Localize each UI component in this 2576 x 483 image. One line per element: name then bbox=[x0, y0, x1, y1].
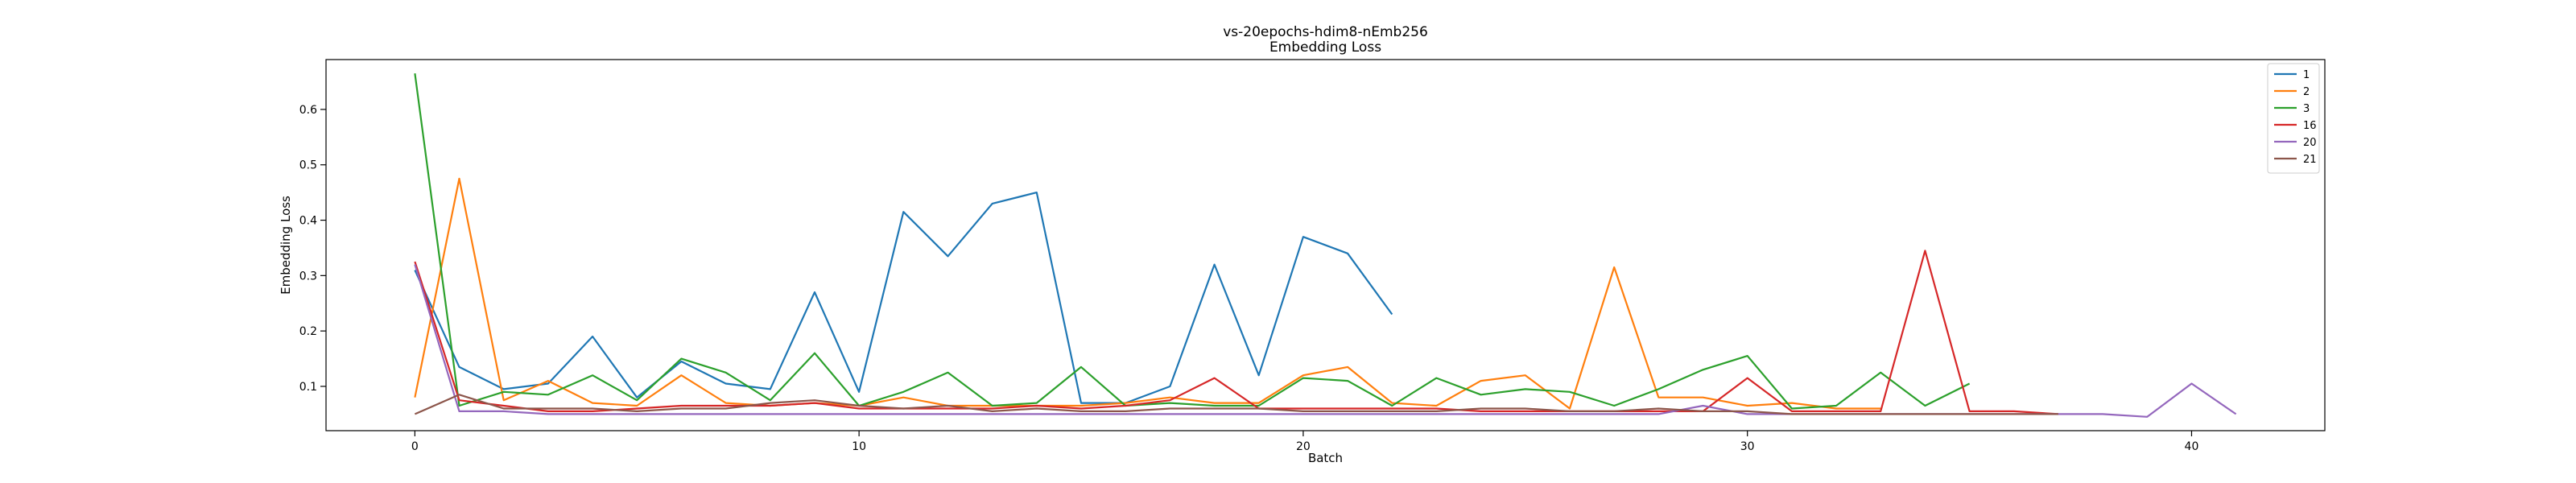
series-line-2 bbox=[414, 177, 1881, 410]
legend-label-3: 3 bbox=[2303, 103, 2310, 115]
x-tick-label: 40 bbox=[2185, 440, 2199, 453]
series-line-16 bbox=[414, 250, 2058, 415]
y-tick-label: 0.1 bbox=[299, 381, 317, 394]
legend-label-20: 20 bbox=[2303, 137, 2317, 149]
series-line-1 bbox=[414, 192, 1393, 404]
legend: 1 2 3 16 20 21 bbox=[2267, 63, 2320, 174]
y-tick-label: 0.6 bbox=[299, 104, 317, 117]
x-tick-label: 20 bbox=[1296, 440, 1311, 453]
series-line-3 bbox=[414, 73, 1971, 410]
y-axis-label: Embedding Loss bbox=[279, 196, 293, 295]
legend-label-16: 16 bbox=[2303, 120, 2317, 132]
x-tick-label: 30 bbox=[1740, 440, 1755, 453]
chart-subtitle: Embedding Loss bbox=[1269, 39, 1381, 56]
series-line-21 bbox=[414, 394, 2058, 415]
x-axis-label: Batch bbox=[1308, 451, 1343, 465]
x-tick-label: 10 bbox=[852, 440, 866, 453]
legend-label-21: 21 bbox=[2303, 154, 2317, 166]
legend-label-1: 1 bbox=[2303, 69, 2310, 81]
series-line-20 bbox=[414, 264, 2237, 418]
chart-title: vs-20epochs-hdim8-nEmb256 bbox=[1223, 24, 1428, 40]
y-axis: 0.1 0.2 0.3 0.4 0.5 0.6 bbox=[299, 104, 326, 394]
series-layer bbox=[414, 73, 2237, 418]
x-axis: 0 10 20 30 40 bbox=[411, 431, 2198, 453]
legend-label-2: 2 bbox=[2303, 86, 2310, 98]
y-tick-label: 0.2 bbox=[299, 325, 317, 338]
x-tick-label: 0 bbox=[411, 440, 419, 453]
y-tick-label: 0.3 bbox=[299, 270, 317, 283]
plot-frame bbox=[325, 59, 2326, 431]
y-tick-label: 0.4 bbox=[299, 215, 317, 228]
y-tick-label: 0.5 bbox=[299, 159, 317, 172]
